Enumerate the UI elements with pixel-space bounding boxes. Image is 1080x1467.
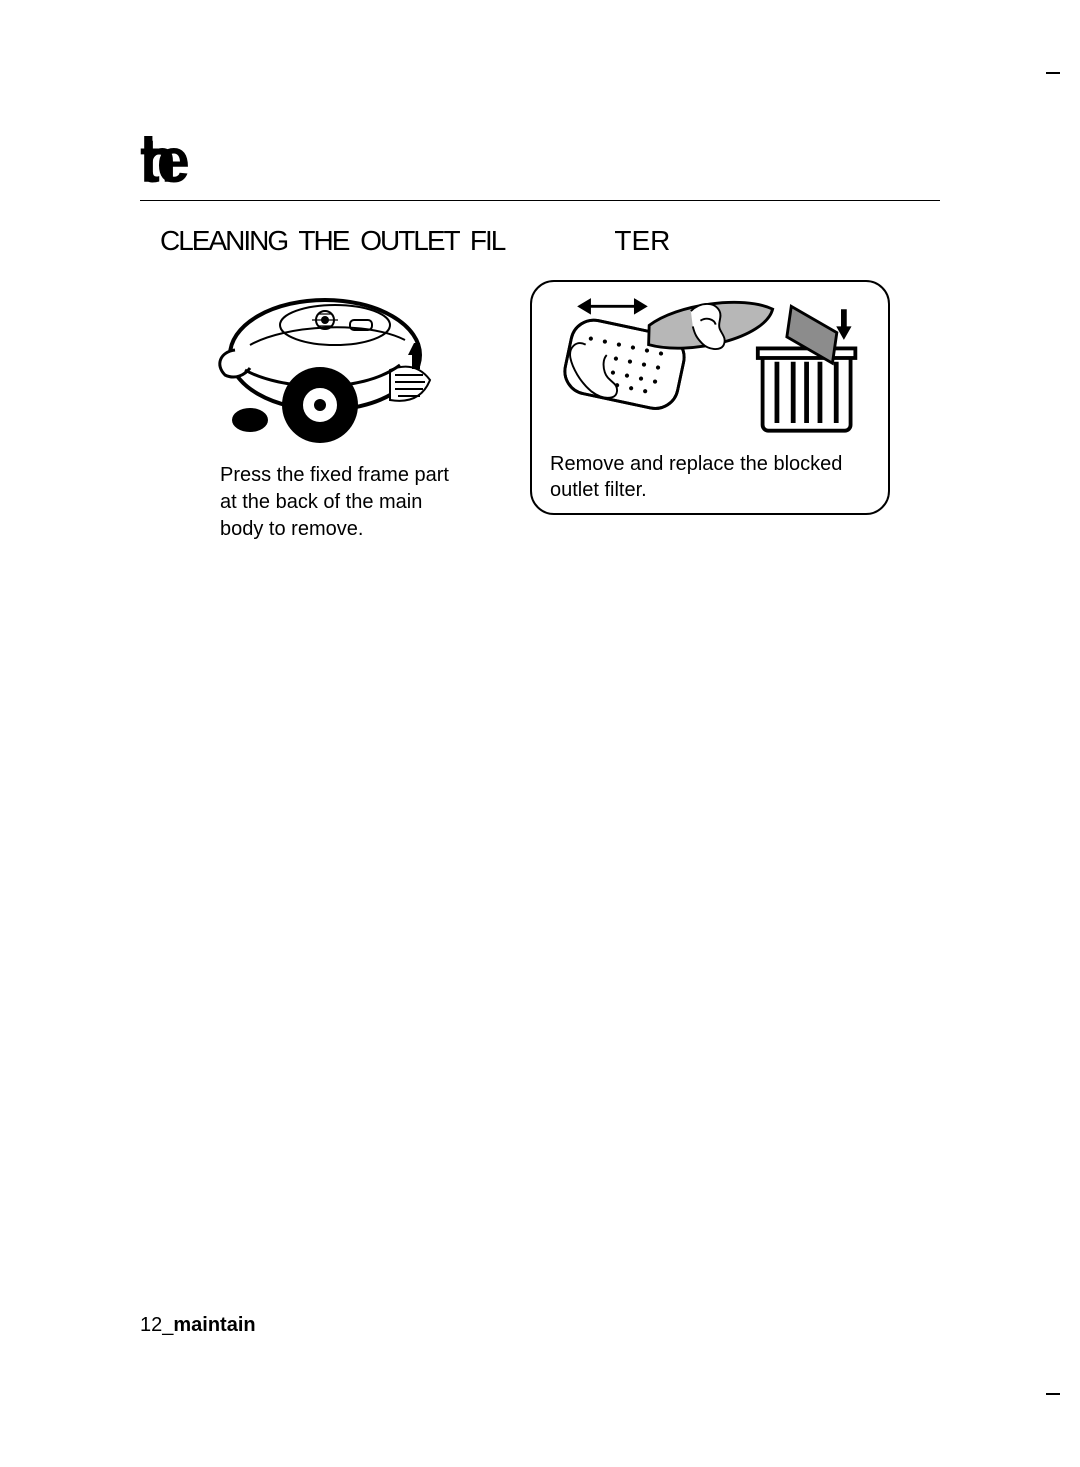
figure-2-caption: Remove and replace the blocked outlet fi… [550,451,870,503]
figure-2-frame: Remove and replace the blocked outlet fi… [530,280,890,515]
page-footer: 12_maintain [140,1314,256,1337]
figure-1-caption: Press the fixed frame part at the back o… [200,462,460,543]
page-number: 12_ [140,1314,173,1336]
section-heading: CLEANING THE OUTLET FIL TER [160,225,670,257]
crop-mark-top [1046,72,1060,74]
horizontal-rule [140,200,940,201]
logo-text: the [140,134,170,188]
filter-clean-illustration [550,292,870,445]
figure-1: Press the fixed frame part at the back o… [170,280,490,543]
heading-seg2: TER [614,225,670,256]
footer-label: maintain [173,1314,255,1336]
heading-seg1: CLEANING THE OUTLET FIL [160,225,504,256]
figure-2: Remove and replace the blocked outlet fi… [530,280,890,543]
page-content: the CLEANING THE OUTLET FIL TER [140,0,940,1467]
figure-row: Press the fixed frame part at the back o… [140,280,940,543]
crop-mark-bottom [1046,1393,1060,1395]
vacuum-illustration [190,280,470,450]
